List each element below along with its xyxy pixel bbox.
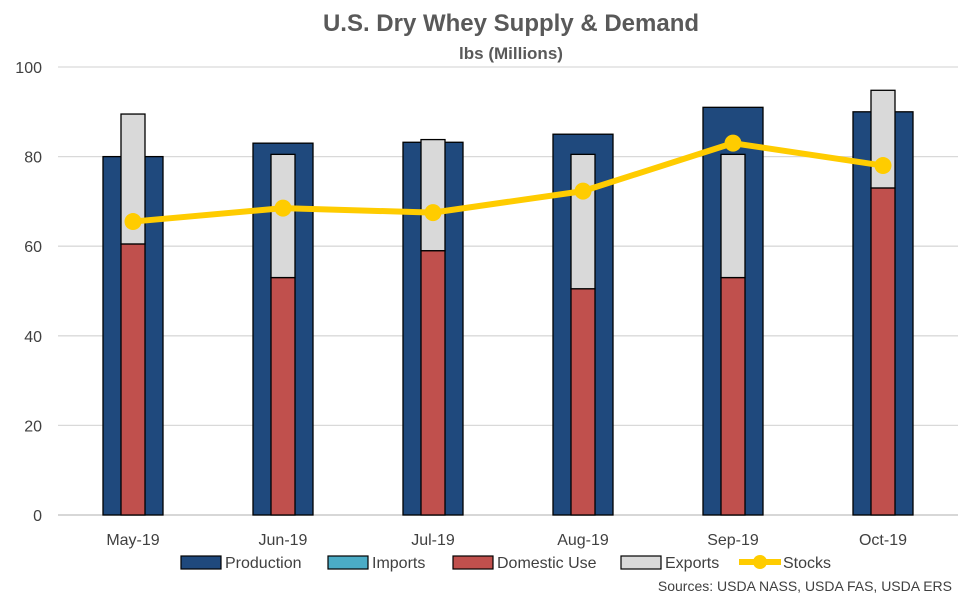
- x-axis-ticks: May-19 Jun-19 Jul-19 Aug-19 Sep-19 Oct-19: [106, 532, 907, 549]
- legend-swatch-exports: [620, 555, 662, 570]
- gridlines: [58, 66, 958, 516]
- y-tick-label: 60: [24, 239, 42, 256]
- stocks-line: [132, 140, 884, 225]
- domestic-use-bar: [570, 288, 596, 516]
- y-tick-label: 100: [15, 60, 42, 77]
- stocks-point: [124, 213, 142, 231]
- domestic-use-bar: [870, 187, 896, 516]
- bars: [102, 89, 914, 516]
- y-tick-label: 0: [33, 508, 42, 525]
- x-tick-label: Jul-19: [411, 532, 455, 549]
- y-tick-label: 20: [24, 418, 42, 435]
- legend-swatch-imports: [327, 555, 369, 570]
- legend-label-exports: Exports: [665, 555, 719, 572]
- legend-swatch-domestic-use: [452, 555, 494, 570]
- y-tick-label: 80: [24, 150, 42, 167]
- x-tick-label: Jun-19: [259, 532, 308, 549]
- legend-label-imports: Imports: [372, 555, 425, 572]
- source-note: Sources: USDA NASS, USDA FAS, USDA ERS: [658, 578, 952, 594]
- x-tick-label: Aug-19: [557, 532, 609, 549]
- domestic-use-bar: [270, 276, 296, 516]
- domestic-use-bar: [720, 276, 746, 516]
- stocks-line-series: [124, 134, 892, 231]
- exports-bar: [720, 153, 746, 279]
- chart-title: U.S. Dry Whey Supply & Demand: [323, 10, 699, 37]
- domestic-use-bar: [120, 243, 146, 516]
- legend-label-production: Production: [225, 555, 302, 572]
- stocks-point: [724, 134, 742, 152]
- stocks-point: [274, 199, 292, 217]
- y-axis-ticks: 0 20 40 60 80 100: [15, 60, 42, 525]
- legend: Production Imports Domestic Use Exports Stoc…: [180, 555, 831, 572]
- legend-swatch-production: [180, 555, 222, 570]
- x-tick-label: May-19: [106, 532, 159, 549]
- x-tick-label: Oct-19: [859, 532, 907, 549]
- chart-subtitle: lbs (Millions): [459, 44, 563, 63]
- exports-bar: [420, 138, 446, 252]
- x-tick-label: Sep-19: [707, 532, 759, 549]
- y-tick-label: 40: [24, 329, 42, 346]
- domestic-use-bar: [420, 250, 446, 516]
- stocks-point: [574, 182, 592, 200]
- legend-marker-stocks: [753, 555, 767, 569]
- legend-label-stocks: Stocks: [783, 555, 831, 572]
- exports-bar: [570, 153, 596, 290]
- stocks-point: [424, 204, 442, 222]
- legend-label-domestic-use: Domestic Use: [497, 555, 597, 572]
- stocks-point: [874, 157, 892, 175]
